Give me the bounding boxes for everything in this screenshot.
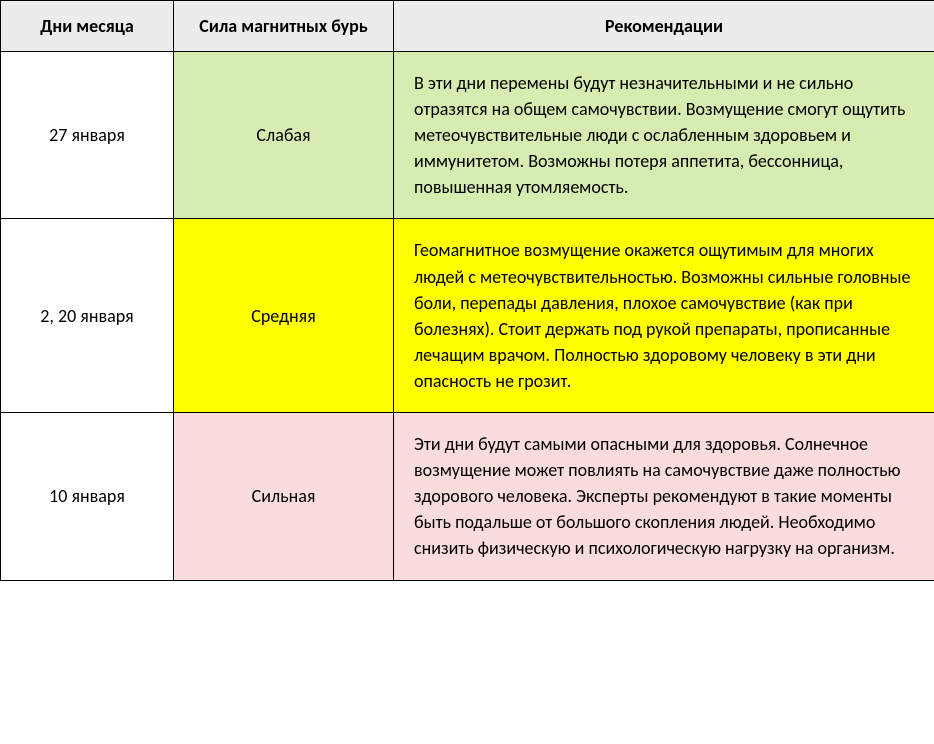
cell-recommendation: Эти дни будут самыми опасными для здоров… [394,413,934,580]
table-row: 27 января Слабая В эти дни перемены буду… [1,52,934,219]
cell-days: 2, 20 января [1,219,174,413]
table-header-row: Дни месяца Сила магнитных бурь Рекоменда… [1,1,934,52]
cell-days: 10 января [1,413,174,580]
magnetic-storms-table: Дни месяца Сила магнитных бурь Рекоменда… [0,0,934,581]
cell-strength: Сильная [174,413,394,580]
cell-strength: Слабая [174,52,394,219]
table-row: 10 января Сильная Эти дни будут самыми о… [1,413,934,580]
col-header-recommendations: Рекомендации [394,1,934,52]
col-header-strength: Сила магнитных бурь [174,1,394,52]
table-row: 2, 20 января Средняя Геомагнитное возмущ… [1,219,934,413]
cell-recommendation: Геомагнитное возмущение окажется ощутимы… [394,219,934,413]
col-header-days: Дни месяца [1,1,174,52]
cell-strength: Средняя [174,219,394,413]
cell-recommendation: В эти дни перемены будут незначительными… [394,52,934,219]
cell-days: 27 января [1,52,174,219]
